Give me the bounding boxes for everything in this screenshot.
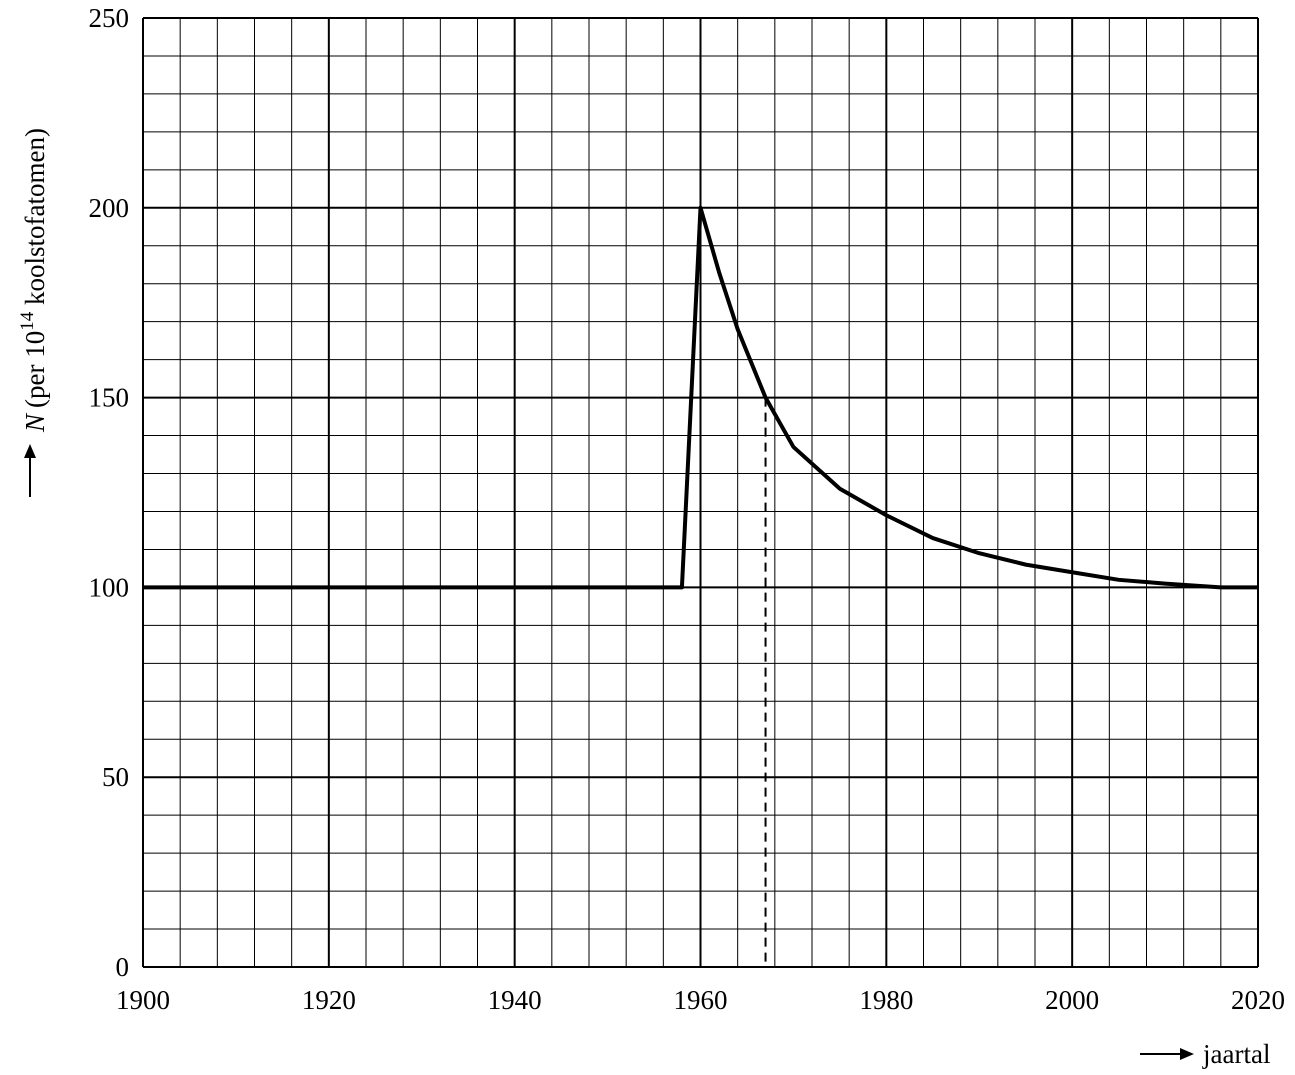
y-tick-label: 50 — [102, 762, 129, 792]
x-tick-label: 1960 — [674, 985, 728, 1015]
y-axis-label: N (per 1014 koolstofatomen) — [17, 128, 50, 433]
y-label-sup: 14 — [17, 311, 38, 331]
y-axis-arrow-head — [24, 444, 36, 458]
y-tick-label: 200 — [89, 193, 130, 223]
x-tick-label: 1900 — [116, 985, 170, 1015]
y-label-text: koolstofatomen) — [20, 128, 50, 312]
x-tick-label: 1920 — [302, 985, 356, 1015]
data-line — [143, 205, 1258, 590]
x-tick-label: 2000 — [1045, 985, 1099, 1015]
x-tick-label: 2020 — [1231, 985, 1285, 1015]
y-tick-label: 150 — [89, 383, 130, 413]
x-axis-label: jaartal — [1202, 1039, 1270, 1069]
y-label-text: (per 10 — [20, 331, 50, 408]
x-tick-label: 1980 — [859, 985, 913, 1015]
y-tick-label: 250 — [89, 3, 130, 33]
x-tick-label: 1940 — [488, 985, 542, 1015]
y-label-symbol: N — [20, 412, 50, 433]
y-tick-label: 100 — [89, 572, 130, 602]
x-axis-arrow-head — [1180, 1048, 1194, 1060]
y-tick-label: 0 — [116, 952, 130, 982]
